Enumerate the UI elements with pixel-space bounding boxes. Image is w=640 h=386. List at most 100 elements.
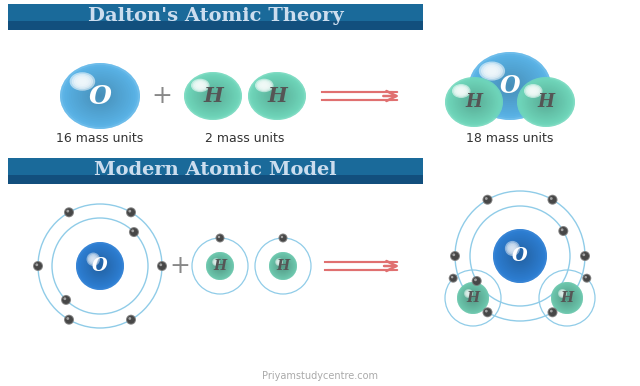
Circle shape [62,296,70,304]
Circle shape [214,261,218,264]
Circle shape [499,234,541,278]
Circle shape [457,282,489,314]
Ellipse shape [490,69,531,103]
Circle shape [449,274,458,283]
Text: 18 mass units: 18 mass units [467,132,554,146]
Circle shape [451,252,459,260]
Circle shape [460,285,486,311]
Circle shape [269,252,297,280]
Ellipse shape [525,84,567,120]
Circle shape [467,292,470,295]
Circle shape [465,290,472,297]
Circle shape [275,258,283,266]
Circle shape [580,251,590,261]
Circle shape [131,229,134,232]
Text: Priyamstudycentre.com: Priyamstudycentre.com [262,371,378,381]
Circle shape [81,247,119,285]
Circle shape [506,242,518,254]
Text: H: H [213,259,227,273]
Bar [8,21,423,30]
Ellipse shape [189,76,237,116]
Circle shape [550,310,553,313]
Ellipse shape [488,68,497,74]
Circle shape [493,229,547,283]
Circle shape [550,197,553,200]
Circle shape [90,256,109,276]
Ellipse shape [274,93,280,99]
Circle shape [467,291,479,305]
Ellipse shape [95,92,104,100]
Ellipse shape [501,78,519,93]
Circle shape [87,253,113,279]
Text: H: H [267,86,287,106]
Circle shape [459,284,487,312]
Circle shape [34,262,42,270]
Ellipse shape [76,76,124,116]
Circle shape [559,290,575,306]
Ellipse shape [458,89,465,93]
Circle shape [86,252,100,266]
Circle shape [216,235,223,242]
Ellipse shape [252,74,303,117]
Ellipse shape [253,76,301,116]
Ellipse shape [455,86,467,96]
Circle shape [552,283,582,313]
Circle shape [470,295,476,301]
Ellipse shape [67,68,133,124]
Circle shape [76,242,124,290]
Ellipse shape [72,74,93,89]
Circle shape [206,252,234,280]
Ellipse shape [508,84,512,88]
Bar [8,158,423,184]
Ellipse shape [78,78,86,85]
Circle shape [67,210,69,213]
Circle shape [214,261,226,272]
Circle shape [97,263,103,269]
Ellipse shape [533,91,559,113]
Circle shape [554,285,580,311]
Circle shape [547,195,557,205]
Circle shape [276,259,282,265]
Circle shape [466,291,471,296]
Circle shape [217,263,223,269]
Circle shape [209,255,231,277]
Circle shape [279,262,287,270]
Ellipse shape [70,72,95,91]
Ellipse shape [463,92,485,112]
Ellipse shape [188,74,239,117]
Circle shape [281,264,285,268]
Circle shape [548,196,557,204]
Ellipse shape [524,84,543,98]
Circle shape [513,249,527,263]
Circle shape [280,235,287,242]
Circle shape [129,210,131,213]
Ellipse shape [250,73,305,119]
Ellipse shape [525,85,541,97]
Circle shape [88,254,99,265]
Circle shape [277,261,289,272]
Ellipse shape [499,76,522,95]
Circle shape [559,227,567,235]
Ellipse shape [62,65,138,127]
Ellipse shape [474,56,547,116]
Circle shape [126,207,136,217]
Ellipse shape [60,63,140,129]
Circle shape [515,251,525,261]
Circle shape [509,245,531,267]
Circle shape [483,308,492,316]
Ellipse shape [506,82,515,90]
Ellipse shape [520,80,572,124]
Circle shape [566,297,568,299]
Text: 16 mass units: 16 mass units [56,132,143,146]
Circle shape [93,260,106,273]
Circle shape [92,258,95,261]
Circle shape [483,195,493,205]
Circle shape [215,261,225,271]
Ellipse shape [184,72,242,120]
Circle shape [95,261,105,271]
Ellipse shape [487,67,532,105]
Ellipse shape [532,90,535,92]
Ellipse shape [193,80,208,91]
Ellipse shape [518,78,573,125]
Circle shape [159,263,162,266]
